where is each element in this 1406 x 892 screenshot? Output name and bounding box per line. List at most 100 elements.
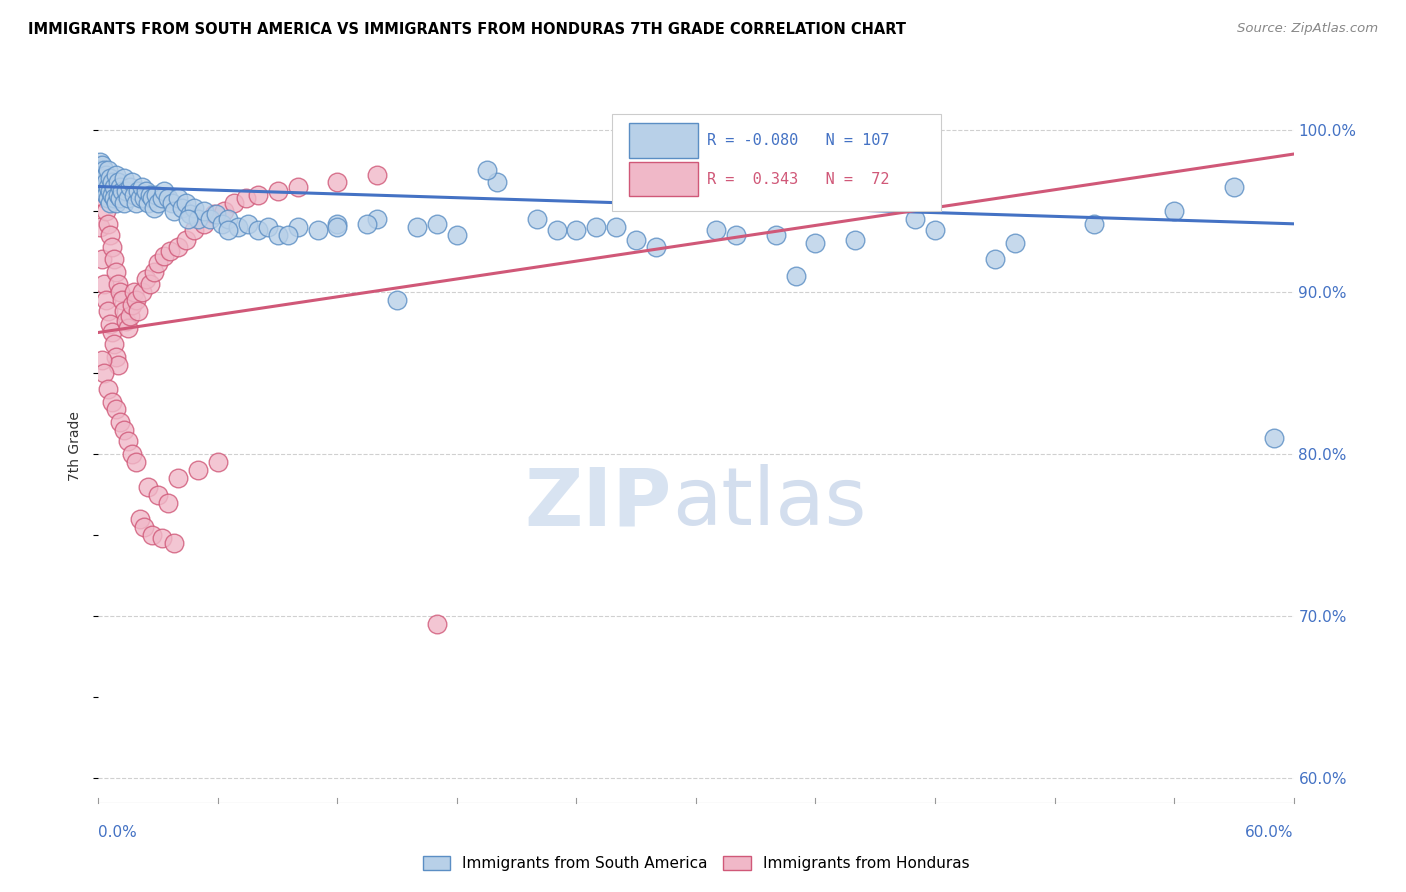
Point: [110, 191, 132, 205]
Point: [167, 191, 190, 205]
Point: [366, 211, 388, 226]
Point: [112, 423, 135, 437]
Point: [105, 265, 128, 279]
Point: [112, 304, 135, 318]
Y-axis label: 7th Grade: 7th Grade: [69, 411, 83, 481]
Point: [127, 304, 149, 318]
Point: [565, 223, 588, 237]
Point: [148, 195, 170, 210]
Point: [91, 179, 114, 194]
Point: [179, 207, 201, 221]
Legend: Immigrants from South America, Immigrants from Honduras: Immigrants from South America, Immigrant…: [416, 849, 976, 877]
Point: [153, 249, 176, 263]
Point: [97, 191, 120, 205]
Point: [105, 195, 128, 210]
FancyBboxPatch shape: [628, 123, 699, 158]
Point: [226, 220, 249, 235]
Text: 60.0%: 60.0%: [1246, 825, 1294, 840]
Point: [131, 285, 153, 299]
Point: [117, 320, 139, 334]
Point: [97, 163, 120, 178]
Point: [97, 382, 120, 396]
Point: [97, 217, 120, 231]
Point: [112, 195, 135, 210]
Point: [129, 512, 152, 526]
Point: [101, 175, 124, 189]
Point: [89, 155, 111, 169]
Point: [96, 168, 118, 182]
Point: [157, 496, 180, 510]
Point: [117, 191, 139, 205]
Point: [159, 244, 181, 259]
Point: [246, 187, 269, 202]
Point: [150, 532, 173, 546]
Text: atlas: atlas: [672, 464, 866, 542]
Point: [984, 252, 1007, 267]
Text: R = -0.080   N = 107: R = -0.080 N = 107: [707, 133, 889, 148]
Text: IMMIGRANTS FROM SOUTH AMERICA VS IMMIGRANTS FROM HONDURAS 7TH GRADE CORRELATION : IMMIGRANTS FROM SOUTH AMERICA VS IMMIGRA…: [28, 22, 905, 37]
Point: [326, 217, 349, 231]
Point: [141, 528, 163, 542]
Point: [91, 252, 114, 267]
Text: ZIP: ZIP: [524, 464, 672, 542]
Point: [605, 220, 627, 235]
Point: [585, 220, 607, 235]
Point: [326, 175, 349, 189]
Point: [256, 220, 278, 235]
Point: [112, 171, 135, 186]
Point: [287, 179, 309, 194]
Point: [100, 318, 122, 332]
Point: [211, 217, 233, 231]
Point: [105, 168, 128, 182]
Point: [110, 415, 132, 429]
Point: [124, 187, 146, 202]
Point: [111, 185, 134, 199]
Point: [205, 207, 228, 221]
Point: [174, 233, 197, 247]
Point: [134, 520, 156, 534]
Point: [785, 268, 807, 283]
Point: [187, 463, 209, 477]
Point: [163, 203, 186, 218]
Point: [177, 211, 200, 226]
Point: [93, 163, 115, 178]
Point: [287, 220, 309, 235]
Point: [217, 211, 239, 226]
Point: [96, 293, 118, 307]
Point: [163, 536, 186, 550]
Point: [93, 191, 115, 205]
Point: [96, 187, 118, 202]
Point: [100, 171, 122, 186]
Point: [153, 185, 176, 199]
Text: Source: ZipAtlas.com: Source: ZipAtlas.com: [1237, 22, 1378, 36]
Point: [202, 207, 225, 221]
Point: [121, 447, 143, 461]
Point: [93, 366, 115, 380]
Point: [160, 195, 183, 210]
Point: [685, 179, 707, 194]
Point: [124, 285, 146, 299]
Point: [91, 179, 114, 194]
Point: [704, 223, 727, 237]
FancyBboxPatch shape: [613, 114, 941, 211]
Point: [724, 228, 747, 243]
Point: [110, 285, 132, 299]
Point: [103, 252, 125, 267]
Point: [526, 211, 548, 226]
Point: [103, 336, 125, 351]
Point: [91, 175, 114, 189]
Point: [426, 217, 449, 231]
Point: [91, 158, 114, 172]
Point: [326, 220, 349, 235]
Point: [157, 191, 180, 205]
Point: [150, 191, 173, 205]
Point: [183, 223, 205, 237]
Point: [103, 179, 125, 194]
Point: [127, 185, 149, 199]
Point: [136, 479, 159, 493]
Point: [120, 179, 142, 194]
Point: [307, 223, 329, 237]
Point: [125, 195, 148, 210]
Point: [97, 179, 120, 194]
Point: [167, 239, 190, 253]
